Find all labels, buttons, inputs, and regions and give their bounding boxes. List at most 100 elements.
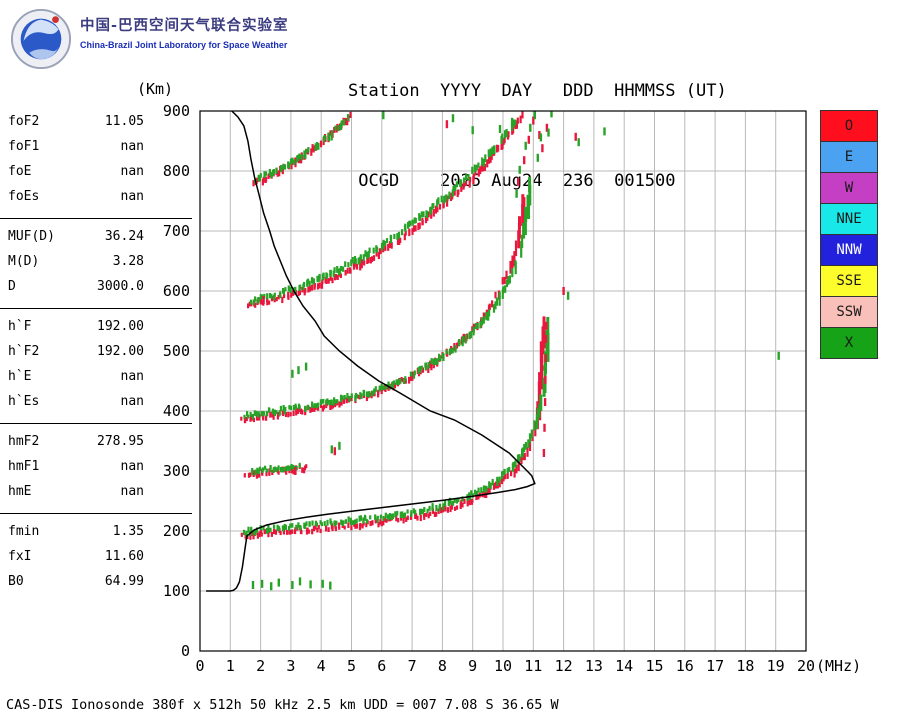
lab-title-cn: 中国-巴西空间天气联合实验室: [80, 18, 289, 34]
legend-label: NNE: [836, 211, 862, 227]
y-tick-label: 400: [163, 402, 190, 420]
param-row-b0: B0 64.99: [8, 569, 144, 594]
param-value: nan: [120, 189, 144, 204]
x-tick-label: 4: [317, 657, 326, 675]
param-value: 1.35: [112, 524, 144, 539]
param-label: B0: [8, 574, 24, 589]
legend-item-e: E: [820, 141, 878, 173]
legend-label: X: [844, 335, 854, 351]
legend-label: NNW: [836, 242, 862, 258]
series-o-mode-scatter: [262, 116, 577, 475]
param-value: nan: [120, 484, 144, 499]
series-x-mode-2nd-hop: [243, 176, 532, 420]
param-label: hmE: [8, 484, 32, 499]
series-x-mode-scatter: [251, 111, 780, 591]
y-tick-label: 700: [163, 222, 190, 240]
y-tick-label: 300: [163, 462, 190, 480]
param-value: 3000.0: [97, 279, 144, 294]
echo-traces: [206, 111, 780, 592]
lab-titles: 中国-巴西空间天气联合实验室 China-Brazil Joint Labora…: [80, 8, 289, 50]
y-tick-label: 200: [163, 522, 190, 540]
parameter-panel: foF2 11.05 foF1 nan foE nan foEs nan MUF(D) 36.24…: [0, 104, 192, 603]
axis-labels: 0 1 2 3 4 5 6 7 8 9 10 11 12 13 14 15 16 17 18 19 2001002003…: [137, 80, 861, 675]
param-group: foF2 11.05 foF1 nan foE nan foEs nan: [0, 104, 192, 218]
series-x-mode-3rd-hop: [249, 119, 517, 306]
x-tick-label: 14: [615, 657, 633, 675]
param-label: h`F: [8, 319, 32, 334]
param-row-md: M(D) 3.28: [8, 249, 144, 274]
x-tick-label: 16: [676, 657, 694, 675]
x-tick-label: 8: [438, 657, 447, 675]
y-tick-label: 900: [163, 102, 190, 120]
plot-frame: [199, 110, 807, 652]
legend-label: E: [844, 149, 854, 165]
x-tick-label: 7: [408, 657, 417, 675]
x-tick-label: 19: [767, 657, 785, 675]
param-row-hme: hmE nan: [8, 479, 144, 504]
param-row-hmf1: hmF1 nan: [8, 454, 144, 479]
lab-logo-icon: [10, 8, 72, 70]
x-tick-label: 15: [645, 657, 663, 675]
param-label: hmF1: [8, 459, 40, 474]
x-tick-label: 17: [706, 657, 724, 675]
param-label: M(D): [8, 254, 40, 269]
legend-item-w: W: [820, 172, 878, 204]
legend-label: SSW: [836, 304, 862, 320]
x-tick-label: 2: [256, 657, 265, 675]
param-row-mufd: MUF(D) 36.24: [8, 224, 144, 249]
param-label: foF2: [8, 114, 40, 129]
param-value: nan: [120, 459, 144, 474]
param-group: MUF(D) 36.24 M(D) 3.28 D 3000.0: [0, 218, 192, 308]
param-row-fxi: fxI 11.60: [8, 544, 144, 569]
param-row-foe: foE nan: [8, 159, 144, 184]
param-value: 278.95: [97, 434, 144, 449]
status-line: CAS-DIS Ionosonde 380f x 512h 50 kHz 2.5…: [6, 697, 559, 713]
y-tick-label: 800: [163, 162, 190, 180]
legend-label: O: [844, 118, 854, 134]
x-tick-label: 0: [195, 657, 204, 675]
x-tick-label: 1: [226, 657, 235, 675]
param-value: 11.60: [104, 549, 144, 564]
lab-header: 中国-巴西空间天气联合实验室 China-Brazil Joint Labora…: [10, 8, 289, 70]
param-row-hmf2: hmF2 278.95: [8, 429, 144, 454]
legend-item-nne: NNE: [820, 203, 878, 235]
param-label: h`E: [8, 369, 32, 384]
param-label: foF1: [8, 139, 40, 154]
legend-item-ssw: SSW: [820, 296, 878, 328]
x-tick-label: 12: [555, 657, 573, 675]
x-tick-label: 11: [524, 657, 542, 675]
series-x-mode-4th-hop: [254, 114, 350, 184]
station-header-line1: Station YYYY DAY DDD HHMMSS (UT): [348, 81, 727, 101]
legend-item-x: X: [820, 327, 878, 359]
param-value: nan: [120, 164, 144, 179]
param-row-he: h`E nan: [8, 364, 144, 389]
param-label: fmin: [8, 524, 40, 539]
x-tick-label: 18: [736, 657, 754, 675]
true-height-profile-line: [206, 111, 536, 592]
param-label: hmF2: [8, 434, 40, 449]
x-tick-label: 3: [286, 657, 295, 675]
param-row-d: D 3000.0: [8, 274, 144, 299]
param-row-hf: h`F 192.00: [8, 314, 144, 339]
series-x-mode-stray-300km: [251, 462, 301, 476]
legend-label: W: [844, 180, 854, 196]
param-value: 64.99: [104, 574, 144, 589]
param-row-fof1: foF1 nan: [8, 134, 144, 159]
y-tick-label: 0: [181, 642, 190, 660]
grid-lines: [199, 110, 807, 652]
lab-title-en: China-Brazil Joint Laboratory for Space …: [80, 40, 288, 50]
param-value: 11.05: [104, 114, 144, 129]
x-tick-label: 6: [377, 657, 386, 675]
param-row-fof2: foF2 11.05: [8, 109, 144, 134]
y-tick-label: 500: [163, 342, 190, 360]
x-tick-label: 13: [585, 657, 603, 675]
param-label: h`F2: [8, 344, 40, 359]
param-label: foE: [8, 164, 32, 179]
param-value: nan: [120, 394, 144, 409]
echo-direction-legend: O E W NNE NNW SSE SSW X: [820, 110, 878, 359]
param-value: 192.00: [97, 344, 144, 359]
param-value: 36.24: [104, 229, 144, 244]
series-o-mode-4th-hop: [252, 111, 352, 187]
legend-item-sse: SSE: [820, 265, 878, 297]
